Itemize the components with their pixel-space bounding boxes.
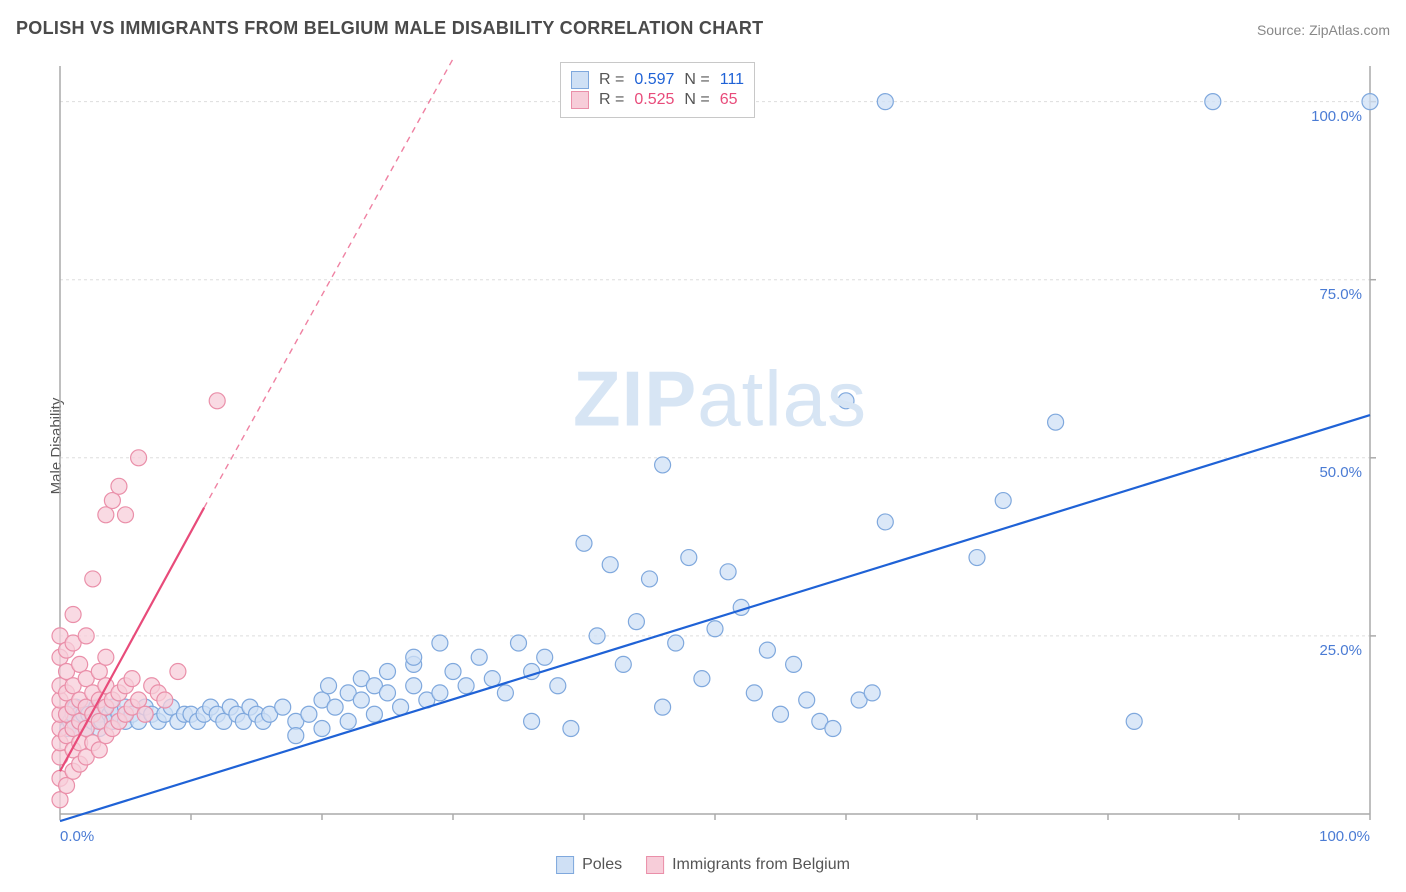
scatter-plot-svg bbox=[50, 56, 1390, 836]
source-attribution: Source: ZipAtlas.com bbox=[1257, 22, 1390, 38]
r-label: R = bbox=[599, 91, 624, 109]
plot-area: ZIPatlas 0.0%100.0%25.0%50.0%75.0%100.0% bbox=[50, 56, 1390, 836]
series-legend: Poles Immigrants from Belgium bbox=[556, 856, 850, 874]
axis-tick-label: 25.0% bbox=[1319, 642, 1362, 659]
legend-item-poles: Poles bbox=[556, 856, 622, 874]
axis-tick-label: 0.0% bbox=[60, 828, 94, 845]
legend-label-poles: Poles bbox=[582, 856, 622, 874]
chart-title: POLISH VS IMMIGRANTS FROM BELGIUM MALE D… bbox=[16, 18, 763, 39]
axis-tick-label: 50.0% bbox=[1319, 464, 1362, 481]
stats-row-poles: R = 0.597 N = 111 bbox=[571, 71, 744, 89]
axis-tick-label: 100.0% bbox=[1311, 108, 1362, 125]
correlation-stats-legend: R = 0.597 N = 111 R = 0.525 N = 65 bbox=[560, 62, 755, 118]
axis-tick-label: 100.0% bbox=[1319, 828, 1370, 845]
swatch-belgium bbox=[646, 856, 664, 874]
swatch-poles bbox=[556, 856, 574, 874]
stats-row-belgium: R = 0.525 N = 65 bbox=[571, 91, 744, 109]
axis-tick-label: 75.0% bbox=[1319, 286, 1362, 303]
n-value-belgium: 65 bbox=[720, 91, 738, 109]
r-label: R = bbox=[599, 71, 624, 89]
r-value-poles: 0.597 bbox=[634, 71, 674, 89]
n-label: N = bbox=[684, 91, 709, 109]
swatch-belgium bbox=[571, 91, 589, 109]
legend-label-belgium: Immigrants from Belgium bbox=[672, 856, 850, 874]
n-value-poles: 111 bbox=[720, 71, 744, 89]
n-label: N = bbox=[684, 71, 709, 89]
legend-item-belgium: Immigrants from Belgium bbox=[646, 856, 850, 874]
r-value-belgium: 0.525 bbox=[634, 91, 674, 109]
swatch-poles bbox=[571, 71, 589, 89]
